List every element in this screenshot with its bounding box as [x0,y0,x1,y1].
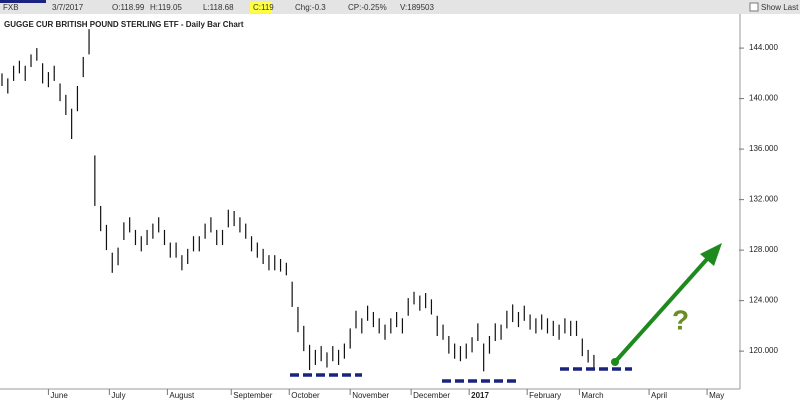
low: L:118.68 [203,3,234,12]
x-tick-label: February [529,391,561,400]
change: Chg:-0.3 [295,3,326,12]
y-tick-label: 132.000 [749,195,778,204]
y-tick-label: 120.000 [749,346,778,355]
x-tick-label: October [291,391,320,400]
header-bar [0,0,800,14]
date: 3/7/2017 [52,3,84,12]
open: O:118.99 [112,3,145,12]
arrow-head [700,243,722,266]
x-tick-label: August [169,391,195,400]
chart-title: GUGGE CUR BRITISH POUND STERLING ETF - D… [4,20,244,29]
change-pct: CP:-0.25% [348,3,387,12]
x-tick-label: September [233,391,272,400]
show-last-label[interactable]: Show Last [761,3,799,12]
close-highlight [250,2,272,13]
volume: V:189503 [400,3,435,12]
trend-arrow [613,256,710,364]
arrow-start [611,358,619,366]
close: C:119 [253,3,274,12]
x-tick-label: December [413,391,450,400]
y-tick-label: 136.000 [749,144,778,153]
y-tick-label: 128.000 [749,245,778,254]
x-tick-label: April [651,391,667,400]
x-tick-label: November [352,391,389,400]
x-tick-label: July [111,391,125,400]
y-tick-label: 124.000 [749,296,778,305]
show-last-checkbox[interactable] [749,2,759,12]
y-tick-label: 144.000 [749,43,778,52]
annotations: ? [290,243,722,383]
header-accent [0,0,46,3]
x-tick-label: 2017 [471,391,489,400]
symbol: FXB [3,3,19,12]
high: H:119.05 [150,3,182,12]
x-tick-label: June [50,391,68,400]
y-tick-label: 140.000 [749,94,778,103]
x-tick-label: March [581,391,603,400]
x-tick-label: May [709,391,724,400]
question-mark: ? [672,304,689,335]
